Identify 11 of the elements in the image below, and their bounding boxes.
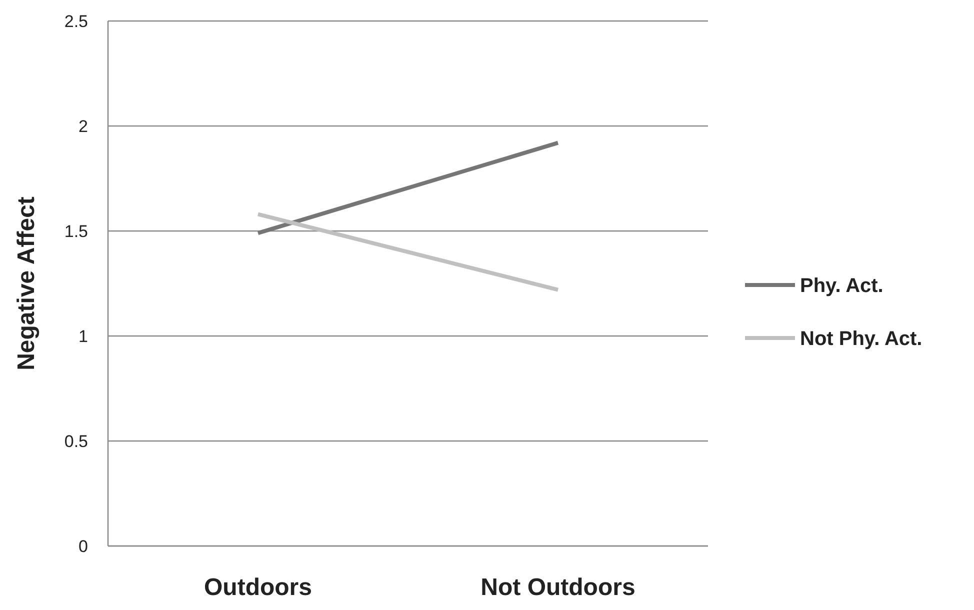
legend-label: Phy. Act. [800, 275, 884, 297]
y-tick-label: 0.5 [64, 432, 88, 451]
y-tick-label: 2.5 [64, 12, 88, 31]
y-tick-label: 0 [78, 536, 88, 556]
y-tick-label: 1.5 [64, 222, 88, 241]
legend-label: Not Phy. Act. [800, 328, 922, 350]
y-tick-label: 2 [78, 116, 88, 136]
y-axis-title: Negative Affect [13, 196, 40, 370]
y-tick-label: 1 [78, 326, 88, 346]
x-tick-label: Outdoors [204, 574, 312, 601]
x-tick-label: Not Outdoors [480, 574, 636, 601]
